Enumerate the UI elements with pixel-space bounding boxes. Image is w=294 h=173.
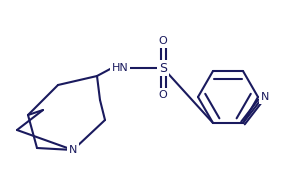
Text: N: N bbox=[261, 92, 269, 102]
Text: HN: HN bbox=[112, 63, 128, 73]
Text: S: S bbox=[159, 61, 167, 75]
Text: O: O bbox=[159, 36, 167, 46]
Text: N: N bbox=[69, 145, 77, 155]
Text: O: O bbox=[159, 90, 167, 100]
